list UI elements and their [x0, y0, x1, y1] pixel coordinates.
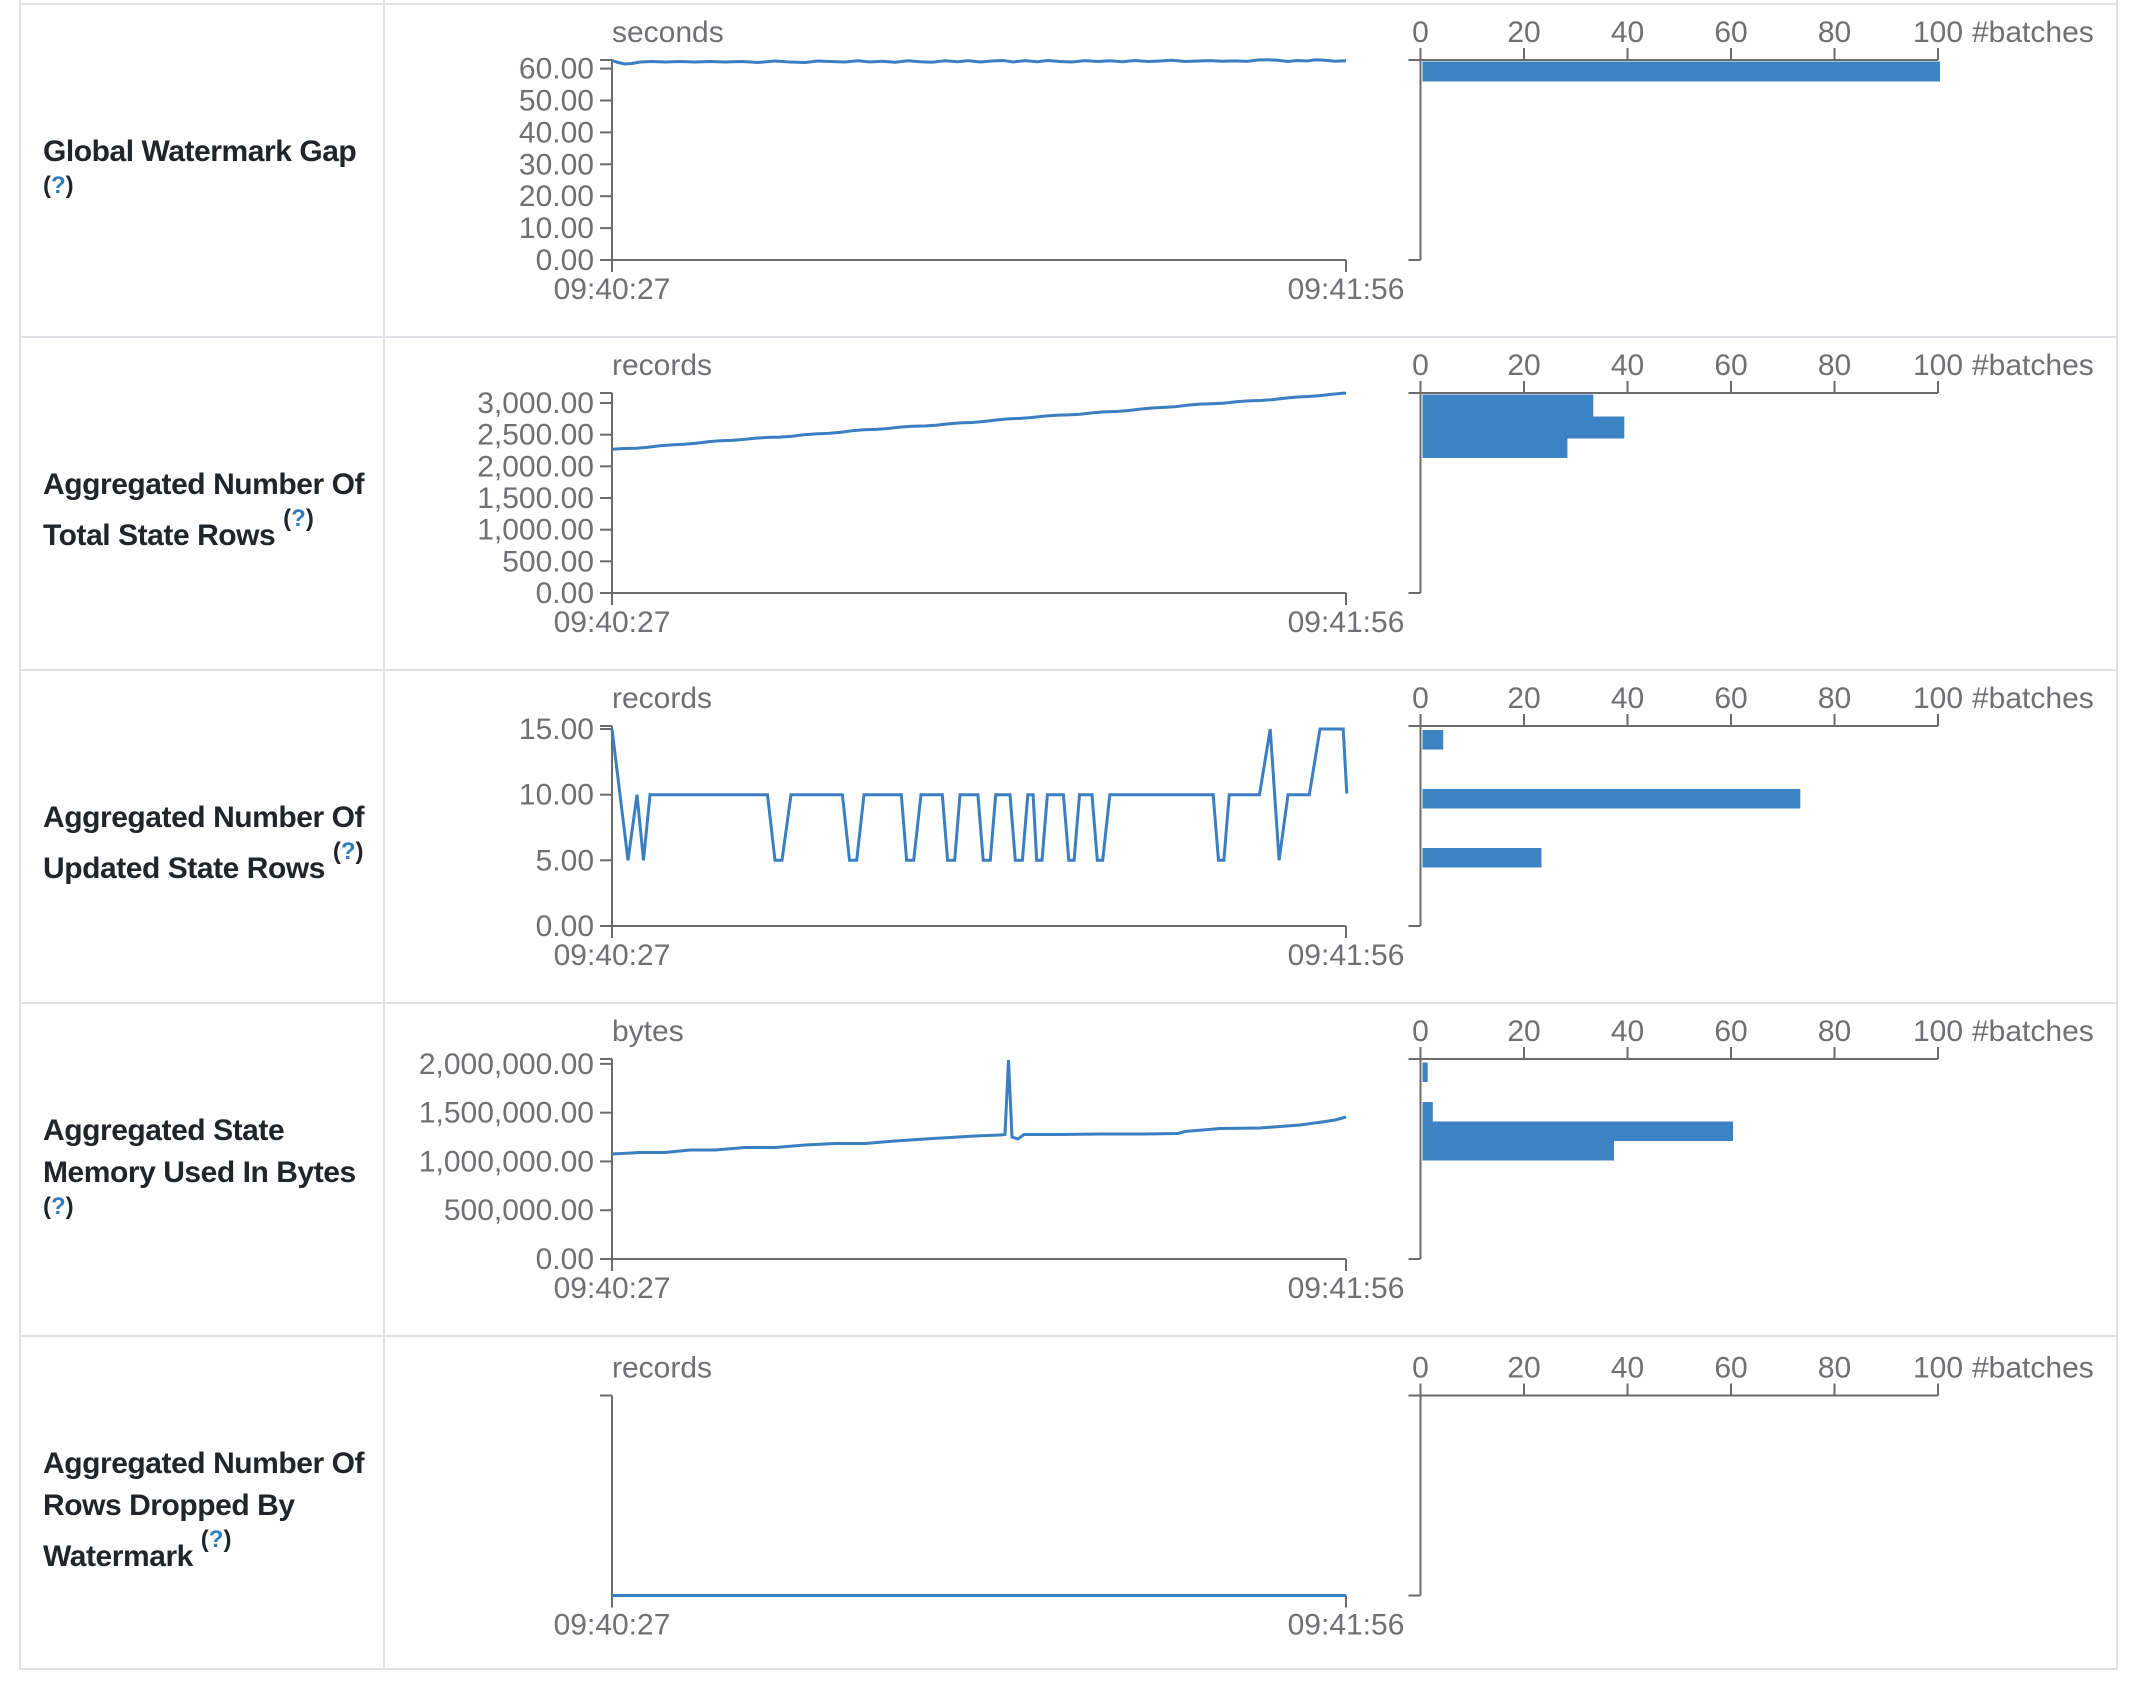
svg-text:#batches: #batches [1972, 349, 2094, 382]
svg-text:80: 80 [1818, 1015, 1851, 1048]
svg-text:80: 80 [1818, 16, 1851, 49]
svg-text:2,000.00: 2,000.00 [477, 450, 594, 483]
svg-text:3,000.00: 3,000.00 [477, 387, 594, 420]
svg-text:60: 60 [1714, 682, 1747, 715]
svg-text:100: 100 [1913, 16, 1963, 49]
svg-text:#batches: #batches [1972, 1352, 2094, 1385]
svg-text:2,000,000.00: 2,000,000.00 [419, 1048, 594, 1081]
svg-text:bytes: bytes [612, 1015, 684, 1048]
svg-text:20: 20 [1507, 16, 1540, 49]
svg-text:#batches: #batches [1972, 682, 2094, 715]
svg-text:0: 0 [1412, 16, 1429, 49]
svg-text:60: 60 [1714, 349, 1747, 382]
svg-text:0: 0 [1412, 1352, 1429, 1385]
svg-text:40: 40 [1611, 1015, 1644, 1048]
svg-text:100: 100 [1913, 682, 1963, 715]
svg-text:0.00: 0.00 [536, 244, 594, 277]
svg-text:100: 100 [1913, 349, 1963, 382]
svg-text:records: records [612, 1352, 712, 1385]
svg-text:09:41:56: 09:41:56 [1288, 1272, 1405, 1305]
svg-text:1,000.00: 1,000.00 [477, 514, 594, 547]
svg-text:09:40:27: 09:40:27 [554, 606, 671, 639]
svg-text:500,000.00: 500,000.00 [444, 1194, 594, 1227]
svg-text:20: 20 [1507, 682, 1540, 715]
svg-text:5.00: 5.00 [536, 844, 594, 877]
svg-text:0: 0 [1412, 682, 1429, 715]
svg-text:50.00: 50.00 [519, 85, 594, 118]
svg-text:#batches: #batches [1972, 16, 2094, 49]
svg-text:20.00: 20.00 [519, 180, 594, 213]
svg-text:40: 40 [1611, 1352, 1644, 1385]
svg-text:10.00: 10.00 [519, 212, 594, 245]
svg-text:80: 80 [1818, 349, 1851, 382]
svg-text:60: 60 [1714, 1015, 1747, 1048]
svg-text:0.00: 0.00 [536, 910, 594, 943]
svg-text:100: 100 [1913, 1352, 1963, 1385]
svg-text:1,000,000.00: 1,000,000.00 [419, 1145, 594, 1178]
svg-text:0: 0 [1412, 349, 1429, 382]
svg-text:09:41:56: 09:41:56 [1288, 606, 1405, 639]
svg-text:0: 0 [1412, 1015, 1429, 1048]
svg-text:1,500,000.00: 1,500,000.00 [419, 1097, 594, 1130]
svg-text:1,500.00: 1,500.00 [477, 482, 594, 515]
svg-text:100: 100 [1913, 1015, 1963, 1048]
svg-text:40: 40 [1611, 349, 1644, 382]
svg-text:80: 80 [1818, 1352, 1851, 1385]
svg-text:80: 80 [1818, 682, 1851, 715]
svg-text:20: 20 [1507, 1352, 1540, 1385]
svg-text:10.00: 10.00 [519, 779, 594, 812]
svg-text:records: records [612, 682, 712, 715]
svg-text:records: records [612, 349, 712, 382]
svg-text:09:40:27: 09:40:27 [554, 939, 671, 972]
svg-text:60: 60 [1714, 1352, 1747, 1385]
svg-text:09:41:56: 09:41:56 [1288, 939, 1405, 972]
svg-text:09:40:27: 09:40:27 [554, 273, 671, 306]
svg-text:20: 20 [1507, 1015, 1540, 1048]
svg-text:15.00: 15.00 [519, 713, 594, 746]
svg-text:seconds: seconds [612, 16, 724, 49]
svg-text:0.00: 0.00 [536, 577, 594, 610]
svg-text:09:41:56: 09:41:56 [1288, 273, 1405, 306]
svg-text:40.00: 40.00 [519, 116, 594, 149]
svg-text:2,500.00: 2,500.00 [477, 419, 594, 452]
svg-text:40: 40 [1611, 682, 1644, 715]
svg-text:09:41:56: 09:41:56 [1288, 1609, 1405, 1642]
svg-text:60.00: 60.00 [519, 53, 594, 86]
svg-text:09:40:27: 09:40:27 [554, 1272, 671, 1305]
svg-text:500.00: 500.00 [502, 545, 594, 578]
svg-text:#batches: #batches [1972, 1015, 2094, 1048]
svg-text:40: 40 [1611, 16, 1644, 49]
svg-text:60: 60 [1714, 16, 1747, 49]
svg-text:0.00: 0.00 [536, 1243, 594, 1276]
svg-text:20: 20 [1507, 349, 1540, 382]
svg-text:09:40:27: 09:40:27 [554, 1609, 671, 1642]
svg-text:30.00: 30.00 [519, 148, 594, 181]
